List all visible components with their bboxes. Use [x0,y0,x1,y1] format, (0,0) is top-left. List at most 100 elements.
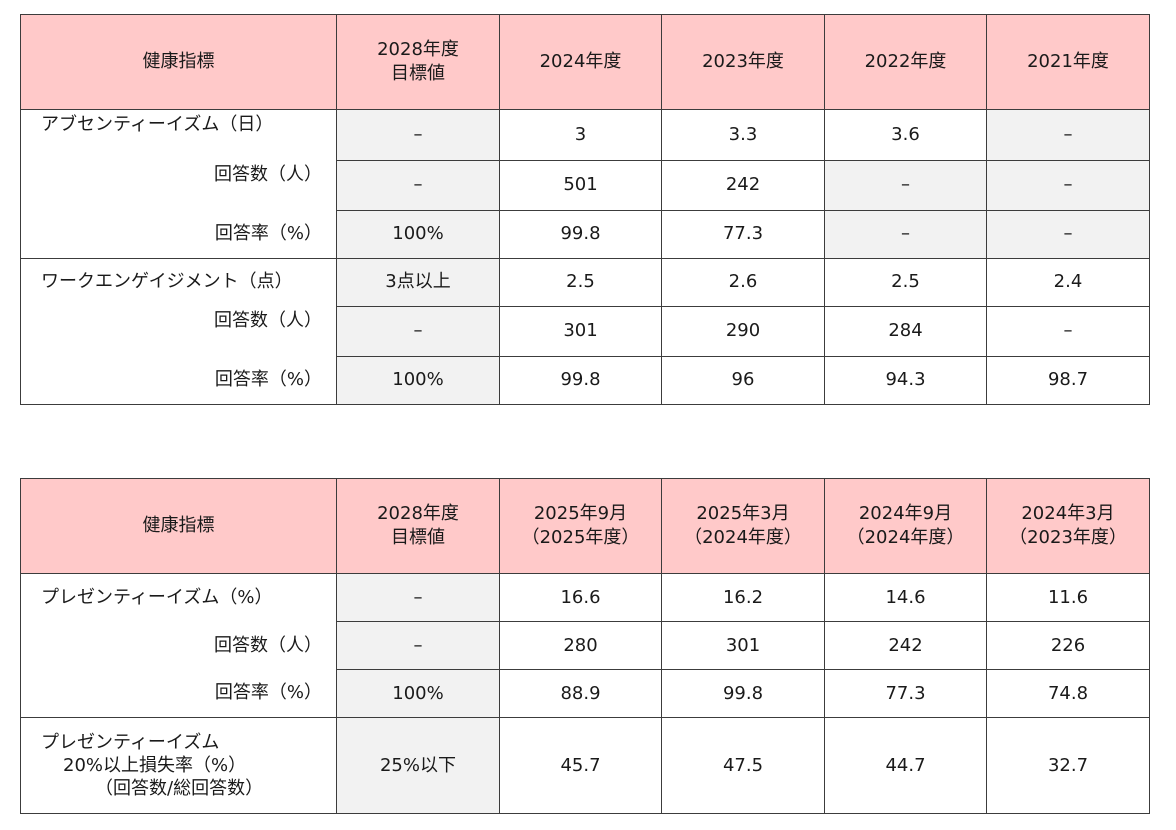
header-health-indicator: 健康指標 [20,14,337,110]
row-label-respondents: 回答数（人） [20,621,337,670]
value-cell: 301 [499,305,662,357]
header-year: 2023年度 [661,14,825,110]
value-cell: 47.5 [661,717,825,814]
value-cell: 96 [661,355,825,405]
value-cell: 301 [661,621,825,670]
target-cell: 100% [336,669,500,718]
row-label-response-rate: 回答率（%） [20,356,337,405]
value-cell: 74.8 [986,669,1150,718]
target-cell: – [336,305,500,357]
table-row: 回答率（%） 100% 99.8 96 94.3 98.7 [20,355,1150,405]
header-period-fiscal-year: （2024年度） [684,527,802,548]
value-cell: 242 [661,159,825,211]
value-cell: 501 [499,159,662,211]
value-cell: – [824,159,987,211]
health-indicators-table-annual: 健康指標 2028年度 目標値 2024年度 2023年度 2022年度 202… [20,14,1150,405]
target-cell: – [336,159,500,211]
header-row: 健康指標 2028年度 目標値 2025年9月 （2025年度） 2025年3月… [20,478,1150,574]
target-cell: – [336,621,500,670]
value-cell: 88.9 [499,669,662,718]
target-cell: – [336,109,500,161]
value-cell: 77.3 [661,209,825,259]
value-cell: – [986,109,1150,161]
value-cell: 284 [824,305,987,357]
value-cell: – [986,159,1150,211]
header-period-fiscal-year: （2024年度） [846,527,965,548]
table-row: ワークエンゲイジメント（点） 3点以上 2.5 2.6 2.5 2.4 [20,257,1150,307]
header-target-line1: 2028年度 [377,503,459,524]
table-row: 回答率（%） 100% 88.9 99.8 77.3 74.8 [20,669,1150,718]
value-cell: 16.6 [499,573,662,622]
row-label-respondents: 回答数（人） [20,306,337,356]
header-period-month: 2024年3月 [1021,503,1115,524]
value-cell: 280 [499,621,662,670]
table-row: プレゼンティーイズム 20%以上損失率（%） （回答数/総回答数） 25%以下 … [20,717,1150,814]
target-cell: 100% [336,355,500,405]
header-period: 2025年3月 （2024年度） [661,478,825,574]
row-label-line: 20%以上損失率（%） [63,755,247,776]
value-cell: – [986,305,1150,357]
table-row: 回答数（人） – 301 290 284 – [20,305,1150,357]
value-cell: 3 [499,109,662,161]
value-cell: 226 [986,621,1150,670]
row-label-respondents: 回答数（人） [20,160,337,210]
value-cell: 98.7 [986,355,1150,405]
value-cell: 99.8 [499,209,662,259]
header-row: 健康指標 2028年度 目標値 2024年度 2023年度 2022年度 202… [20,14,1150,110]
value-cell: 77.3 [824,669,987,718]
row-label-response-rate: 回答率（%） [20,210,337,259]
target-cell: 25%以下 [336,717,500,814]
header-target-line2: 目標値 [391,527,445,548]
target-cell: – [336,573,500,622]
value-cell: 2.4 [986,257,1150,307]
header-period: 2024年3月 （2023年度） [986,478,1150,574]
header-target-line2: 目標値 [391,63,445,84]
table-row: 回答数（人） – 501 242 – – [20,159,1150,211]
value-cell: – [824,209,987,259]
value-cell: 3.6 [824,109,987,161]
header-period-month: 2025年3月 [696,503,790,524]
header-year: 2021年度 [986,14,1150,110]
value-cell: 44.7 [824,717,987,814]
table-row: 回答率（%） 100% 99.8 77.3 – – [20,209,1150,259]
health-indicators-table-semiannual: 健康指標 2028年度 目標値 2025年9月 （2025年度） 2025年3月… [20,478,1150,814]
header-period: 2024年9月 （2024年度） [824,478,987,574]
value-cell: – [986,209,1150,259]
row-label-line: （回答数/総回答数） [95,778,264,799]
header-target: 2028年度 目標値 [336,14,500,110]
header-target: 2028年度 目標値 [336,478,500,574]
table-row: 回答数（人） – 280 301 242 226 [20,621,1150,670]
row-label-absenteeism: アブセンティーイズム（日） [20,109,337,160]
value-cell: 11.6 [986,573,1150,622]
table-row: アブセンティーイズム（日） – 3 3.3 3.6 – [20,109,1150,161]
value-cell: 3.3 [661,109,825,161]
target-cell: 3点以上 [336,257,500,307]
value-cell: 14.6 [824,573,987,622]
header-period: 2025年9月 （2025年度） [499,478,662,574]
value-cell: 32.7 [986,717,1150,814]
row-label-response-rate: 回答率（%） [20,669,337,718]
row-label-line: プレゼンティーイズム [41,732,220,753]
header-period-fiscal-year: （2025年度） [521,527,640,548]
value-cell: 2.5 [499,257,662,307]
row-label-presenteeism: プレゼンティーイズム（%） [20,573,337,622]
value-cell: 99.8 [499,355,662,405]
row-label-work-engagement: ワークエンゲイジメント（点） [20,257,337,306]
header-target-line1: 2028年度 [377,39,459,60]
header-health-indicator: 健康指標 [20,478,337,574]
header-year: 2024年度 [499,14,662,110]
value-cell: 290 [661,305,825,357]
table-row: プレゼンティーイズム（%） – 16.6 16.2 14.6 11.6 [20,573,1150,622]
header-period-fiscal-year: （2023年度） [1009,527,1127,548]
header-period-month: 2025年9月 [533,503,628,524]
value-cell: 242 [824,621,987,670]
header-year: 2022年度 [824,14,987,110]
value-cell: 2.5 [824,257,987,307]
value-cell: 2.6 [661,257,825,307]
value-cell: 16.2 [661,573,825,622]
target-cell: 100% [336,209,500,259]
row-label-presenteeism-loss-rate: プレゼンティーイズム 20%以上損失率（%） （回答数/総回答数） [20,717,337,814]
value-cell: 45.7 [499,717,662,814]
header-period-month: 2024年9月 [858,503,953,524]
value-cell: 99.8 [661,669,825,718]
